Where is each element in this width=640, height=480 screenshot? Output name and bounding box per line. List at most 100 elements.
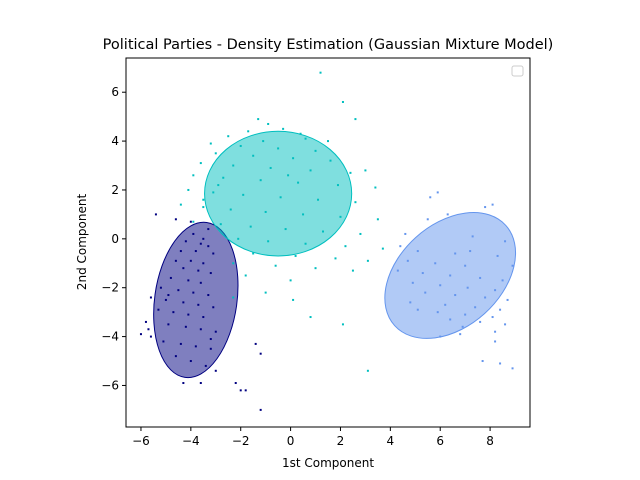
data-point: [424, 291, 427, 294]
data-point: [202, 206, 205, 209]
data-point: [449, 274, 452, 277]
plot-area: [139, 71, 517, 411]
data-point: [264, 291, 267, 294]
data-point: [187, 188, 190, 191]
data-point: [319, 71, 322, 74]
data-point: [314, 267, 317, 270]
data-point: [194, 250, 197, 253]
data-point: [416, 250, 419, 253]
data-point: [197, 269, 200, 272]
data-point: [327, 140, 329, 143]
data-point: [234, 382, 237, 385]
x-tick-label: 2: [337, 434, 345, 448]
data-point: [309, 169, 312, 172]
data-point: [262, 140, 265, 143]
data-point: [269, 166, 272, 169]
data-point: [274, 264, 277, 267]
data-point: [366, 259, 369, 262]
x-tick-label: 6: [436, 434, 444, 448]
data-point: [494, 289, 497, 292]
data-point: [179, 250, 182, 253]
y-tick-label: 4: [111, 134, 119, 148]
data-point: [147, 328, 150, 331]
data-point: [302, 213, 305, 216]
y-tick-label: 6: [111, 85, 119, 99]
y-tick-label: −6: [101, 378, 119, 392]
data-point: [202, 316, 205, 319]
data-point: [304, 242, 307, 245]
data-point: [454, 294, 457, 297]
data-point: [237, 237, 240, 240]
data-point: [164, 298, 167, 301]
data-point: [494, 340, 497, 343]
data-point: [217, 184, 220, 187]
data-point: [299, 132, 302, 135]
data-point: [399, 245, 402, 248]
data-point: [157, 308, 160, 311]
x-tick-label: −6: [132, 434, 150, 448]
data-point: [232, 296, 235, 299]
data-point: [282, 127, 285, 130]
data-point: [359, 232, 362, 235]
data-point: [244, 389, 247, 392]
data-point: [506, 298, 509, 301]
x-tick-label: −4: [182, 434, 200, 448]
data-point: [244, 274, 247, 277]
data-point: [484, 206, 487, 209]
data-point: [184, 325, 187, 328]
data-point: [174, 355, 177, 358]
data-point: [294, 254, 297, 257]
data-point: [259, 352, 262, 355]
data-point: [439, 284, 442, 287]
data-point: [207, 294, 210, 297]
data-point: [376, 218, 379, 221]
data-point: [187, 279, 190, 282]
data-point: [349, 171, 352, 174]
data-point: [322, 230, 325, 233]
data-point: [257, 118, 260, 121]
data-point: [436, 311, 439, 314]
data-point: [491, 203, 494, 206]
data-point: [259, 408, 262, 411]
data-point: [167, 323, 170, 326]
y-axis-label: 2nd Component: [75, 194, 89, 291]
data-point: [314, 149, 317, 152]
data-point: [197, 303, 200, 306]
data-point: [411, 281, 414, 284]
data-point: [279, 196, 282, 199]
data-point: [381, 247, 384, 250]
data-point: [297, 181, 300, 184]
data-point: [439, 335, 442, 338]
data-point: [207, 245, 210, 248]
data-point: [491, 316, 494, 319]
data-point: [189, 360, 192, 363]
legend-box: [511, 65, 524, 77]
data-point: [336, 184, 339, 187]
data-point: [232, 164, 235, 167]
data-point: [464, 264, 467, 267]
data-point: [284, 228, 287, 231]
data-point: [239, 144, 242, 147]
data-point: [199, 328, 202, 331]
data-point: [162, 340, 165, 343]
data-point: [341, 100, 344, 103]
data-point: [292, 157, 295, 160]
data-point: [351, 269, 354, 272]
data-point: [434, 262, 437, 265]
data-point: [199, 382, 202, 385]
data-point: [192, 232, 195, 235]
data-point: [212, 191, 215, 194]
data-point: [446, 213, 449, 216]
data-point: [172, 311, 175, 314]
y-tick-label: 2: [111, 183, 119, 197]
data-point: [339, 215, 342, 218]
data-point: [199, 162, 202, 165]
data-point: [247, 130, 250, 133]
data-point: [504, 240, 507, 243]
data-point: [309, 316, 312, 319]
data-point: [189, 259, 192, 262]
data-point: [436, 191, 439, 194]
data-point: [149, 335, 152, 338]
data-point: [204, 364, 207, 367]
data-point: [334, 257, 337, 260]
